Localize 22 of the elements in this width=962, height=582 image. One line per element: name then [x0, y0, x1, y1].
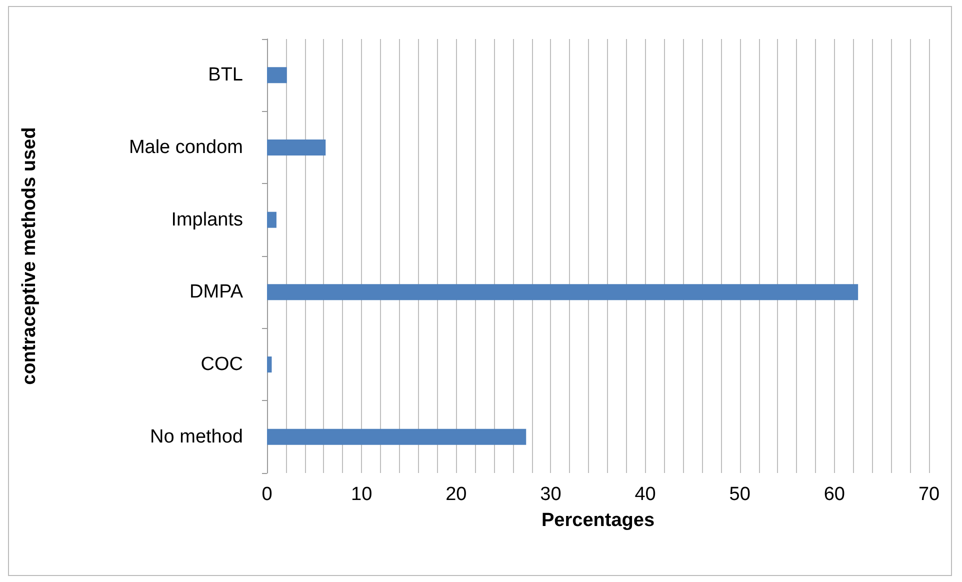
bar	[267, 356, 272, 372]
x-tick-label: 60	[824, 484, 845, 505]
y-tick-label: BTL	[208, 64, 243, 86]
y-axis-title: contraceptive methods used	[19, 127, 40, 385]
x-tick-label: 20	[446, 484, 467, 505]
y-tick-label: COC	[200, 354, 243, 375]
y-tick-label: Male condom	[128, 137, 243, 158]
y-tick-label: Implants	[171, 209, 243, 230]
x-tick-label: 70	[918, 484, 940, 505]
bar	[267, 428, 526, 445]
bar	[267, 67, 287, 84]
bar	[267, 140, 326, 156]
x-axis-title: Percentages	[541, 510, 655, 531]
bar	[267, 284, 858, 300]
bar	[267, 212, 276, 228]
y-tick-label: DMPA	[190, 282, 244, 303]
y-tick-label: No method	[150, 426, 243, 448]
x-tick-label: 40	[634, 484, 656, 505]
x-tick-label: 30	[540, 484, 562, 505]
x-tick-label: 50	[729, 484, 750, 505]
x-tick-label: 0	[262, 484, 272, 505]
x-tick-label: 10	[351, 484, 372, 505]
